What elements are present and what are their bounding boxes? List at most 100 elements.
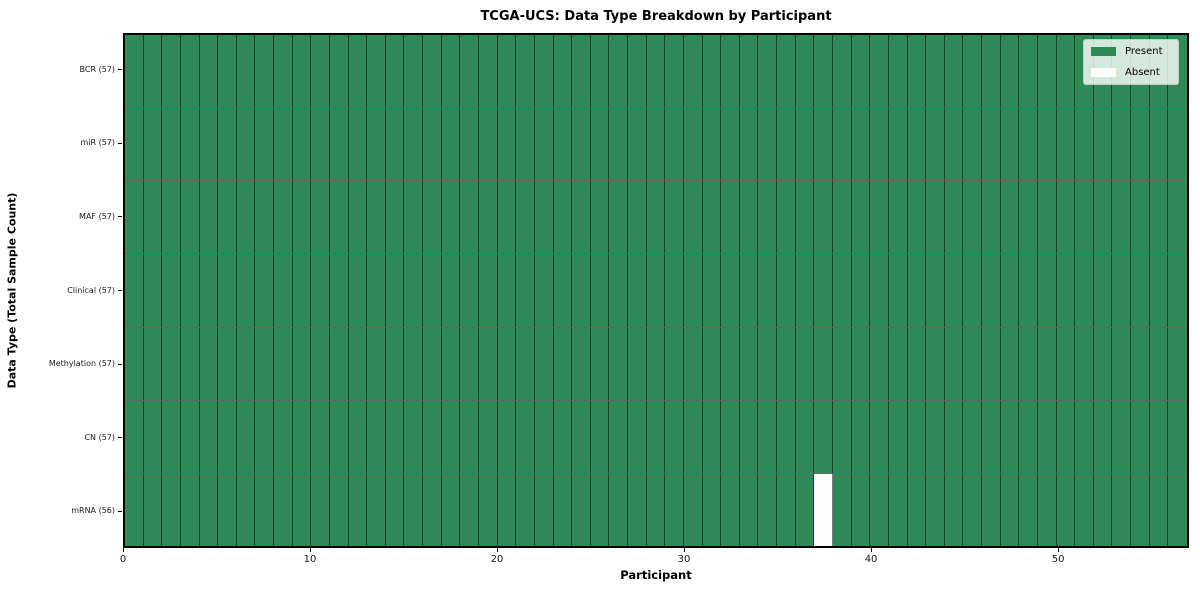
heatmap-cell-present	[1019, 327, 1038, 400]
heatmap-cell-present	[963, 35, 983, 108]
heatmap-cell-present	[460, 181, 479, 254]
heatmap-cell-present	[125, 254, 144, 327]
heatmap-cell-present	[944, 400, 964, 473]
heatmap-cell-present	[1019, 254, 1038, 327]
heatmap-cell-present	[1112, 254, 1132, 327]
heatmap-cell-present	[963, 254, 983, 327]
heatmap-cell-present	[1056, 473, 1076, 546]
heatmap-row-CN	[125, 400, 1187, 474]
heatmap-cell-present	[944, 327, 964, 400]
heatmap-cell-present	[683, 35, 703, 108]
heatmap-cell-present	[367, 254, 386, 327]
y-tick-mark	[118, 216, 122, 218]
heatmap-cell-present	[777, 400, 796, 473]
heatmap-cell-present	[143, 327, 163, 400]
heatmap-cell-present	[1056, 181, 1076, 254]
heatmap-cell-present	[236, 473, 256, 546]
heatmap-cell-present	[870, 35, 889, 108]
heatmap-cell-present	[516, 108, 535, 181]
heatmap-cell-present	[609, 35, 629, 108]
heatmap-cell-present	[1019, 108, 1038, 181]
x-tick-mark	[122, 548, 124, 552]
heatmap-cell-present	[236, 181, 256, 254]
x-tick-label: 0	[119, 554, 127, 565]
heatmap-cell-present	[385, 35, 405, 108]
heatmap-cell-present	[329, 254, 349, 327]
heatmap-cell-present	[292, 400, 312, 473]
heatmap-cell-present	[646, 254, 666, 327]
heatmap-cell-present	[721, 254, 740, 327]
heatmap-cell-present	[292, 254, 312, 327]
heatmap-cell-present	[628, 473, 647, 546]
heatmap-cell-present	[478, 108, 498, 181]
heatmap-cell-present	[702, 35, 722, 108]
heatmap-cell-present	[982, 473, 1001, 546]
heatmap-cell-present	[180, 327, 200, 400]
heatmap-cell-present	[441, 254, 461, 327]
heatmap-cell-present	[888, 400, 908, 473]
heatmap-cell-present	[162, 254, 181, 327]
heatmap-cell-present	[180, 400, 200, 473]
heatmap-cell-present	[441, 181, 461, 254]
heatmap-cell-present	[348, 108, 368, 181]
heatmap-cell-present	[423, 473, 442, 546]
heatmap-cell-present	[702, 400, 722, 473]
heatmap-cell-present	[1037, 400, 1057, 473]
heatmap-cell-present	[702, 254, 722, 327]
x-tick-mark	[309, 548, 311, 552]
heatmap-cell-present	[534, 254, 554, 327]
heatmap-cell-present	[982, 108, 1001, 181]
heatmap-cell-present	[609, 254, 629, 327]
y-tick-mark	[118, 437, 122, 439]
heatmap-cell-present	[1168, 400, 1187, 473]
heatmap-cell-present	[329, 181, 349, 254]
heatmap-cell-present	[329, 35, 349, 108]
heatmap-cell-present	[702, 181, 722, 254]
x-axis-label: Participant	[620, 568, 692, 582]
heatmap-cell-present	[125, 327, 144, 400]
heatmap-cell-present	[329, 327, 349, 400]
heatmap-cell-present	[609, 327, 629, 400]
heatmap-cell-present	[236, 327, 256, 400]
heatmap-cell-present	[870, 400, 889, 473]
heatmap-cell-present	[572, 327, 591, 400]
heatmap-cell-present	[628, 108, 647, 181]
heatmap-cell-present	[926, 473, 945, 546]
heatmap-cell-present	[814, 108, 833, 181]
heatmap-cell-present	[590, 108, 610, 181]
heatmap-cell-present	[926, 254, 945, 327]
heatmap-cell-present	[907, 181, 927, 254]
heatmap-cell-present	[665, 400, 684, 473]
heatmap-cell-present	[497, 473, 517, 546]
heatmap-cell-present	[926, 181, 945, 254]
heatmap-cell-present	[944, 254, 964, 327]
heatmap-cell-present	[553, 181, 573, 254]
heatmap-cell-present	[497, 254, 517, 327]
heatmap-cell-present	[683, 108, 703, 181]
heatmap-cell-present	[832, 327, 852, 400]
heatmap-cell-present	[143, 108, 163, 181]
heatmap-cell-present	[311, 254, 330, 327]
heatmap-cell-present	[180, 181, 200, 254]
heatmap-cell-present	[721, 181, 740, 254]
heatmap-cell-present	[888, 108, 908, 181]
y-tick-label: CN (57)	[84, 432, 115, 442]
heatmap-cell-present	[255, 108, 275, 181]
heatmap-cell-present	[1019, 473, 1038, 546]
heatmap-row-Clinical	[125, 254, 1187, 328]
heatmap-cell-present	[1093, 108, 1113, 181]
heatmap-cell-present	[739, 327, 759, 400]
heatmap-cell-present	[534, 327, 554, 400]
y-tick-mark	[118, 510, 122, 512]
heatmap-cell-present	[404, 108, 424, 181]
heatmap-cell-present	[888, 35, 908, 108]
heatmap-cell-present	[1019, 400, 1038, 473]
heatmap-cell-present	[758, 327, 778, 400]
heatmap-cell-present	[758, 108, 778, 181]
heatmap-cell-present	[982, 181, 1001, 254]
heatmap-cell-present	[1149, 327, 1169, 400]
heatmap-cell-present	[534, 181, 554, 254]
heatmap-cell-present	[721, 473, 740, 546]
heatmap-cell-present	[1075, 400, 1094, 473]
heatmap-cell-present	[1000, 327, 1020, 400]
